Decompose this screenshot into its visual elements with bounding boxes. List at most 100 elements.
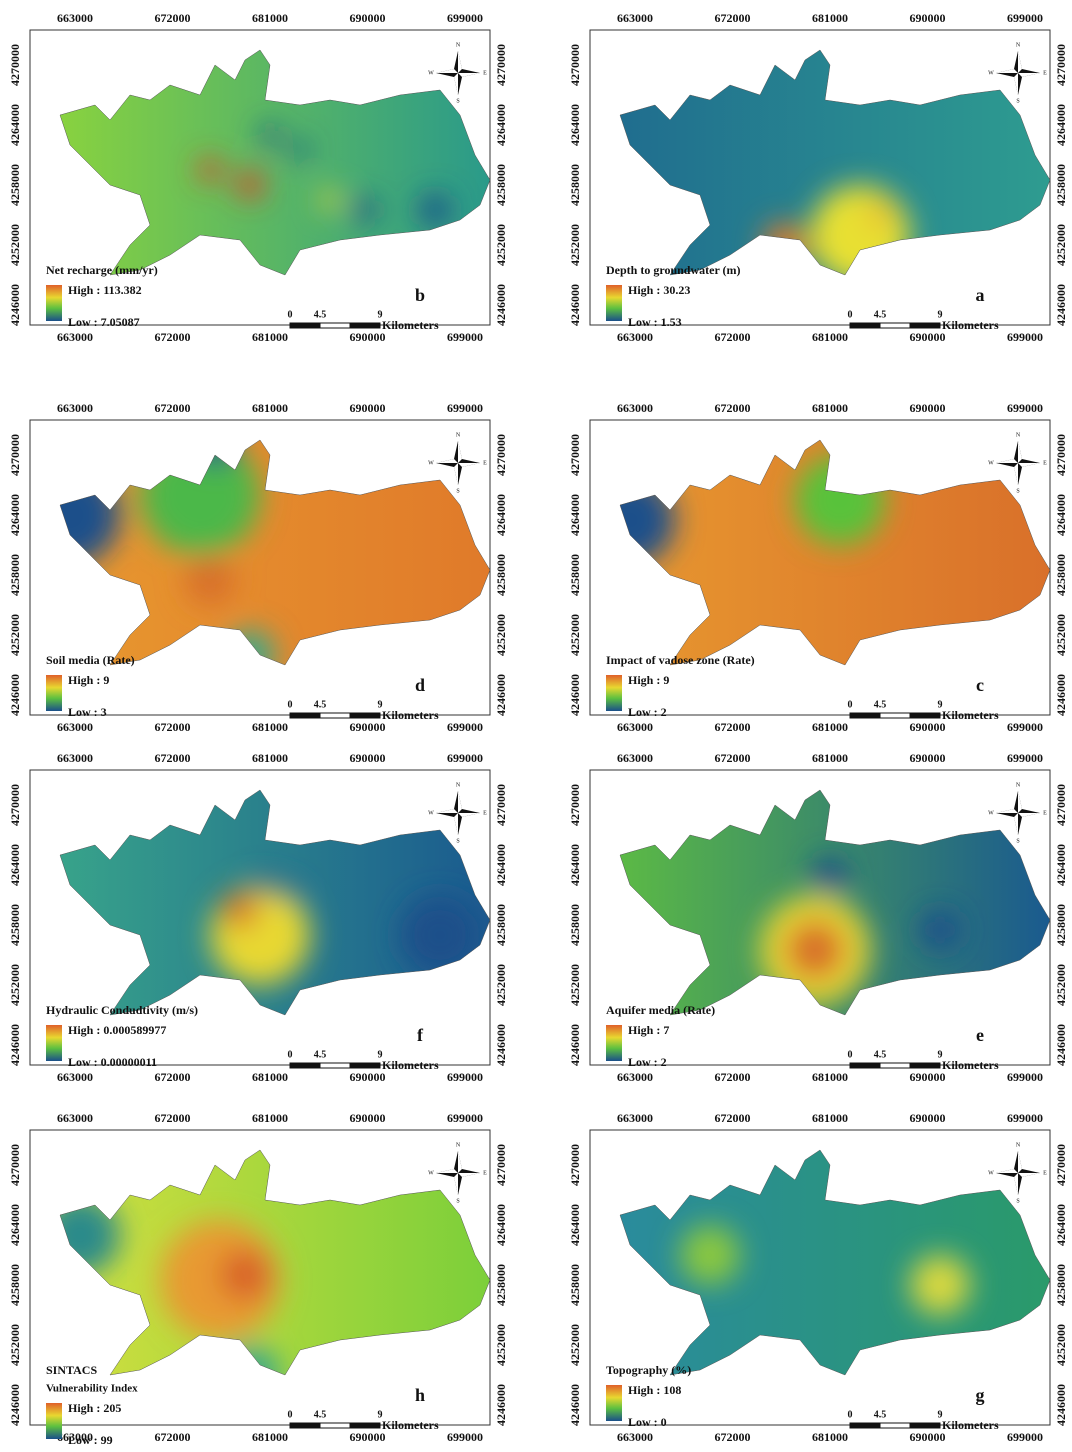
map-panel: 6630006630006720006720006810006810006900… bbox=[568, 401, 1068, 734]
x-tick-label: 690000 bbox=[910, 751, 946, 765]
x-tick-label: 672000 bbox=[715, 751, 751, 765]
y-tick-label: 4264000 bbox=[494, 1204, 508, 1246]
y-tick-label: 4258000 bbox=[8, 904, 22, 946]
y-tick-label: 4258000 bbox=[494, 164, 508, 206]
legend-title: Impact of vadose zone (Rate) bbox=[606, 653, 755, 667]
x-tick-label: 690000 bbox=[350, 401, 386, 415]
legend-low: Low : 7.05087 bbox=[68, 315, 140, 329]
legend-high: High : 9 bbox=[68, 673, 109, 687]
scale-unit: Kilometers bbox=[382, 318, 439, 332]
y-tick-label: 4252000 bbox=[8, 1324, 22, 1366]
compass-label: S bbox=[456, 98, 459, 104]
panel-letter: f bbox=[417, 1025, 424, 1045]
x-tick-label: 663000 bbox=[57, 751, 93, 765]
legend-low: Low : 99 bbox=[68, 1433, 113, 1447]
x-tick-label: 672000 bbox=[155, 1111, 191, 1125]
x-tick-label: 681000 bbox=[252, 1430, 288, 1444]
y-tick-label: 4258000 bbox=[1054, 1264, 1068, 1306]
scale-unit: Kilometers bbox=[942, 1418, 999, 1432]
scale-unit: Kilometers bbox=[382, 1418, 439, 1432]
x-tick-label: 681000 bbox=[252, 751, 288, 765]
legend-title: Topography (%) bbox=[606, 1363, 691, 1377]
x-tick-label: 672000 bbox=[155, 401, 191, 415]
compass-label: E bbox=[1043, 460, 1047, 466]
legend-high: High : 30.23 bbox=[628, 283, 690, 297]
legend-low: Low : 0 bbox=[628, 1415, 667, 1429]
scale-label: 0 bbox=[288, 1049, 293, 1060]
y-tick-label: 4246000 bbox=[494, 284, 508, 326]
y-tick-label: 4258000 bbox=[568, 1264, 582, 1306]
y-tick-label: 4246000 bbox=[494, 674, 508, 716]
legend-title: Aquifer media (Rate) bbox=[606, 1003, 715, 1017]
x-tick-label: 663000 bbox=[617, 1070, 653, 1084]
compass-label: N bbox=[456, 1142, 461, 1148]
scale-label: 4.5 bbox=[874, 309, 887, 320]
x-tick-label: 681000 bbox=[252, 1070, 288, 1084]
x-tick-label: 663000 bbox=[57, 1070, 93, 1084]
y-tick-label: 4252000 bbox=[494, 1324, 508, 1366]
x-tick-label: 663000 bbox=[617, 751, 653, 765]
legend-ramp bbox=[46, 285, 62, 321]
compass-label: S bbox=[456, 838, 459, 844]
x-tick-label: 663000 bbox=[617, 720, 653, 734]
y-tick-label: 4258000 bbox=[568, 904, 582, 946]
y-tick-label: 4264000 bbox=[494, 844, 508, 886]
x-tick-label: 681000 bbox=[812, 1111, 848, 1125]
y-tick-label: 4246000 bbox=[1054, 1024, 1068, 1066]
y-tick-label: 4246000 bbox=[568, 1024, 582, 1066]
x-tick-label: 690000 bbox=[910, 1070, 946, 1084]
x-tick-label: 699000 bbox=[447, 401, 483, 415]
y-tick-label: 4258000 bbox=[8, 1264, 22, 1306]
y-tick-label: 4246000 bbox=[8, 674, 22, 716]
legend-ramp bbox=[606, 675, 622, 711]
scale-label: 4.5 bbox=[874, 1409, 887, 1420]
panel-letter: d bbox=[415, 675, 425, 695]
y-tick-label: 4264000 bbox=[568, 1204, 582, 1246]
y-tick-label: 4252000 bbox=[568, 964, 582, 1006]
x-tick-label: 663000 bbox=[57, 401, 93, 415]
y-tick-label: 4264000 bbox=[1054, 494, 1068, 536]
legend-ramp bbox=[46, 675, 62, 711]
compass-label: E bbox=[1043, 1170, 1047, 1176]
legend-ramp bbox=[606, 1385, 622, 1421]
y-tick-label: 4246000 bbox=[8, 284, 22, 326]
compass-label: S bbox=[1016, 488, 1019, 494]
y-tick-label: 4252000 bbox=[1054, 964, 1068, 1006]
x-tick-label: 681000 bbox=[812, 1430, 848, 1444]
legend-subtitle: Vulnerability Index bbox=[46, 1383, 138, 1395]
legend-ramp bbox=[606, 1025, 622, 1061]
x-tick-label: 681000 bbox=[252, 720, 288, 734]
y-tick-label: 4246000 bbox=[8, 1384, 22, 1426]
x-tick-label: 690000 bbox=[910, 11, 946, 25]
x-tick-label: 690000 bbox=[350, 1070, 386, 1084]
legend-title: Hydraulic Condudtivity (m/s) bbox=[46, 1003, 198, 1017]
y-tick-label: 4252000 bbox=[1054, 1324, 1068, 1366]
y-tick-label: 4252000 bbox=[8, 614, 22, 656]
y-tick-label: 4270000 bbox=[8, 434, 22, 476]
y-tick-label: 4264000 bbox=[1054, 844, 1068, 886]
panel-letter: h bbox=[415, 1385, 425, 1405]
legend-high: High : 108 bbox=[628, 1383, 681, 1397]
compass-label: E bbox=[483, 810, 487, 816]
x-tick-label: 699000 bbox=[1007, 330, 1043, 344]
x-tick-label: 663000 bbox=[57, 330, 93, 344]
compass-label: S bbox=[1016, 838, 1019, 844]
scale-label: 0 bbox=[288, 1409, 293, 1420]
x-tick-label: 663000 bbox=[617, 1430, 653, 1444]
legend-high: High : 7 bbox=[628, 1023, 669, 1037]
y-tick-label: 4252000 bbox=[1054, 224, 1068, 266]
compass-label: N bbox=[1016, 432, 1021, 438]
x-tick-label: 672000 bbox=[155, 751, 191, 765]
y-tick-label: 4270000 bbox=[494, 1144, 508, 1186]
y-tick-label: 4270000 bbox=[568, 784, 582, 826]
y-tick-label: 4264000 bbox=[8, 494, 22, 536]
scale-label: 4.5 bbox=[874, 699, 887, 710]
x-tick-label: 672000 bbox=[715, 401, 751, 415]
x-tick-label: 681000 bbox=[812, 330, 848, 344]
x-tick-label: 690000 bbox=[350, 1111, 386, 1125]
y-tick-label: 4246000 bbox=[1054, 1384, 1068, 1426]
x-tick-label: 672000 bbox=[715, 720, 751, 734]
y-tick-label: 4252000 bbox=[568, 614, 582, 656]
y-tick-label: 4270000 bbox=[8, 784, 22, 826]
y-tick-label: 4258000 bbox=[568, 164, 582, 206]
